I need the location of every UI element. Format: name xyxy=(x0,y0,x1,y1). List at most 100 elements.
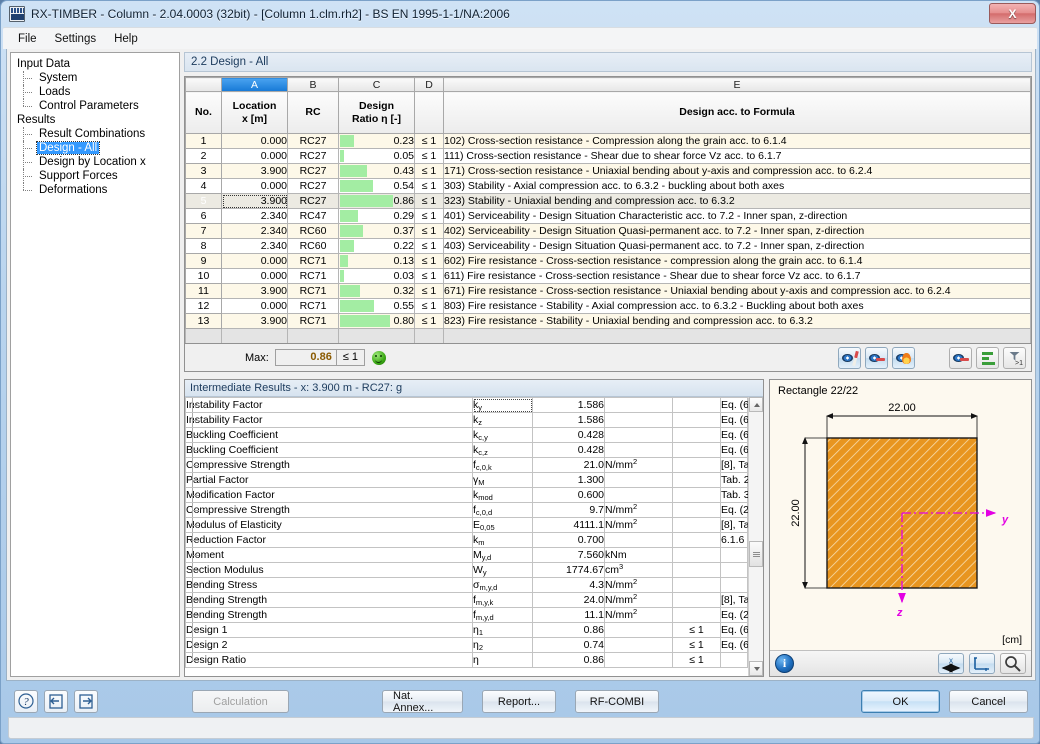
filter-ratio-icon[interactable]: >1 xyxy=(1003,346,1026,369)
intermediate-value[interactable]: 4111.1 xyxy=(532,517,605,533)
dimension-x-icon[interactable]: x xyxy=(938,653,964,674)
cell-formula[interactable]: 303) Stability - Axial compression acc. … xyxy=(443,178,1031,194)
intermediate-symbol[interactable]: γM xyxy=(472,472,533,488)
cell-design-ratio[interactable]: 0.22 xyxy=(338,238,415,254)
cell-condition[interactable]: ≤ 1 xyxy=(414,253,444,269)
cell-location[interactable]: 0.000 xyxy=(221,178,288,194)
intermediate-symbol[interactable]: fm,y,d xyxy=(472,607,533,623)
intermediate-value[interactable]: 0.428 xyxy=(532,442,605,458)
tree-group-input-data[interactable]: Input Data xyxy=(17,58,71,70)
row-number[interactable]: 12 xyxy=(185,298,222,314)
intermediate-symbol[interactable]: kc,y xyxy=(472,427,533,443)
table-row[interactable]: 1 0.000 RC27 0.23 ≤ 1 102) Cross-section resi… xyxy=(185,133,1031,149)
cell-rc[interactable]: RC47 xyxy=(287,208,339,224)
tree-group-results[interactable]: Results xyxy=(17,114,56,126)
cell-rc[interactable]: RC71 xyxy=(287,298,339,314)
cell-formula[interactable]: 671) Fire resistance - Cross-section res… xyxy=(443,283,1031,299)
help-icon[interactable]: ? xyxy=(14,690,38,713)
intermediate-symbol[interactable]: fc,0,d xyxy=(472,502,533,518)
cell-design-ratio[interactable]: 0.54 xyxy=(338,178,415,194)
intermediate-row[interactable]: Design Ratio η 0.86 ≤ 1 xyxy=(185,652,748,668)
row-number[interactable]: 2 xyxy=(185,148,222,164)
cell-rc[interactable]: RC27 xyxy=(287,193,339,209)
cell-location[interactable]: 3.900 xyxy=(221,313,288,329)
cell-rc[interactable]: RC71 xyxy=(287,268,339,284)
cell-rc[interactable]: RC71 xyxy=(287,283,339,299)
cell-formula[interactable]: 401) Serviceability - Design Situation C… xyxy=(443,208,1031,224)
rf-combi-button[interactable]: RF-COMBI xyxy=(575,690,659,713)
cell-design-ratio[interactable]: 0.13 xyxy=(338,253,415,269)
nat-annex-button[interactable]: Nat. Annex... xyxy=(382,690,463,714)
scrollbar-track[interactable] xyxy=(749,412,763,661)
cell-condition[interactable]: ≤ 1 xyxy=(414,313,444,329)
info-icon[interactable]: i xyxy=(775,654,794,673)
row-number[interactable]: 4 xyxy=(185,178,222,194)
view-fire-resistance-icon[interactable] xyxy=(892,346,915,369)
cell-rc[interactable]: RC71 xyxy=(287,253,339,269)
cell-formula[interactable]: 823) Fire resistance - Stability - Uniax… xyxy=(443,313,1031,329)
cell-design-ratio[interactable]: 0.32 xyxy=(338,283,415,299)
cell-location[interactable]: 0.000 xyxy=(221,268,288,284)
intermediate-value[interactable]: 7.560 xyxy=(532,547,605,563)
sidebar-item-control-parameters[interactable]: Control Parameters xyxy=(23,99,179,113)
row-number[interactable]: 1 xyxy=(185,133,222,149)
view-results-icon[interactable] xyxy=(949,346,972,369)
menu-item-file[interactable]: File xyxy=(18,32,37,45)
table-row[interactable]: 4 0.000 RC27 0.54 ≤ 1 303) Stability - Axial … xyxy=(185,178,1031,194)
intermediate-value[interactable]: 1774.67 xyxy=(532,562,605,578)
cell-location[interactable]: 3.900 xyxy=(221,193,288,209)
intermediate-value[interactable]: 4.3 xyxy=(532,577,605,593)
table-row[interactable]: 6 2.340 RC47 0.29 ≤ 1 401) Serviceability - D… xyxy=(185,208,1031,224)
cell-design-ratio[interactable]: 0.29 xyxy=(338,208,415,224)
intermediate-value[interactable]: 0.86 xyxy=(532,622,605,638)
cell-condition[interactable]: ≤ 1 xyxy=(414,163,444,179)
next-view-icon[interactable] xyxy=(74,690,98,713)
row-number[interactable]: 8 xyxy=(185,238,222,254)
previous-view-icon[interactable] xyxy=(44,690,68,713)
intermediate-symbol[interactable]: kc,z xyxy=(472,442,533,458)
intermediate-value[interactable]: 21.0 xyxy=(532,457,605,473)
cell-design-ratio[interactable]: 0.03 xyxy=(338,268,415,284)
close-icon[interactable]: X xyxy=(989,3,1036,24)
cell-condition[interactable]: ≤ 1 xyxy=(414,223,444,239)
sidebar-item-result-combinations[interactable]: Result Combinations xyxy=(23,127,179,141)
intermediate-row[interactable]: Modulus of Elasticity E0,05 4111.1 N/mm2 [8]… xyxy=(185,517,748,533)
table-row[interactable]: 5 3.900 RC27 0.86 ≤ 1 323) Stability - Uniaxi… xyxy=(185,193,1031,209)
cell-rc[interactable]: RC27 xyxy=(287,133,339,149)
cell-location[interactable]: 0.000 xyxy=(221,253,288,269)
cancel-button[interactable]: Cancel xyxy=(949,690,1028,713)
corner-header[interactable] xyxy=(185,77,222,92)
cell-rc[interactable]: RC71 xyxy=(287,313,339,329)
intermediate-row[interactable]: Compressive Strength fc,0,k 21.0 N/mm2 [8], … xyxy=(185,457,748,473)
calculation-button[interactable]: Calculation xyxy=(192,690,289,713)
view-deformation-icon[interactable] xyxy=(865,346,888,369)
intermediate-symbol[interactable]: My,d xyxy=(472,547,533,563)
sidebar-item-design-by-location-x[interactable]: Design by Location x xyxy=(23,155,179,169)
table-row[interactable]: 13 3.900 RC71 0.80 ≤ 1 823) Fire resistance -… xyxy=(185,313,1031,329)
cell-design-ratio[interactable]: 0.86 xyxy=(338,193,415,209)
table-row[interactable]: 8 2.340 RC60 0.22 ≤ 1 403) Serviceability - D… xyxy=(185,238,1031,254)
cell-design-ratio[interactable]: 0.37 xyxy=(338,223,415,239)
cell-location[interactable]: 0.000 xyxy=(221,298,288,314)
cell-location[interactable]: 3.900 xyxy=(221,283,288,299)
intermediate-row[interactable]: Reduction Factor km 0.700 6.1.6 xyxy=(185,532,748,548)
cell-location[interactable]: 0.000 xyxy=(221,133,288,149)
row-number[interactable]: 13 xyxy=(185,313,222,329)
zoom-icon[interactable] xyxy=(1000,653,1026,674)
row-number[interactable]: 5 xyxy=(185,193,222,209)
intermediate-value[interactable]: 0.86 xyxy=(532,652,605,668)
intermediate-row[interactable]: Bending Stress σm,y,d 4.3 N/mm2 xyxy=(185,577,748,593)
cell-formula[interactable]: 803) Fire resistance - Stability - Axial… xyxy=(443,298,1031,314)
cell-location[interactable]: 2.340 xyxy=(221,238,288,254)
table-row[interactable]: 12 0.000 RC71 0.55 ≤ 1 803) Fire resistance -… xyxy=(185,298,1031,314)
scroll-up-icon[interactable] xyxy=(749,397,763,412)
cell-location[interactable]: 2.340 xyxy=(221,223,288,239)
intermediate-symbol[interactable]: kz xyxy=(472,412,533,428)
intermediate-symbol[interactable]: fm,y,k xyxy=(472,592,533,608)
